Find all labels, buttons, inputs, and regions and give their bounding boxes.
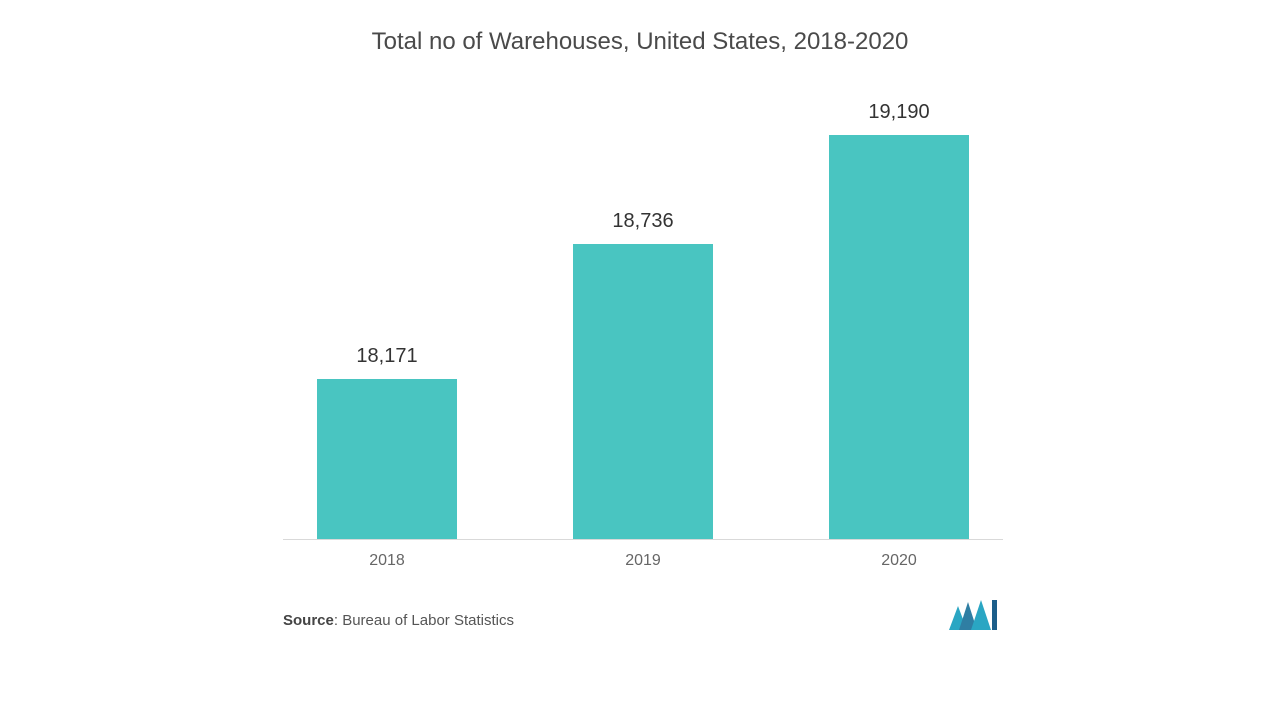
chart-title: Total no of Warehouses, United States, 2…	[0, 0, 1280, 56]
bar-value-label: 19,190	[829, 101, 969, 124]
source-attribution: Source: Bureau of Labor Statistics	[283, 612, 514, 629]
bar	[573, 244, 713, 539]
x-category-label: 2018	[317, 552, 457, 570]
source-text: Bureau of Labor Statistics	[342, 612, 514, 629]
x-category-label: 2019	[573, 552, 713, 570]
bar-value-label: 18,171	[317, 345, 457, 368]
chart-plot-area: 18,171201818,736201919,1902020	[283, 110, 1003, 540]
chart-container: Total no of Warehouses, United States, 2…	[0, 0, 1280, 720]
x-category-label: 2020	[829, 552, 969, 570]
bar	[829, 135, 969, 539]
x-axis-baseline	[283, 539, 1003, 540]
logo-icon	[949, 600, 997, 630]
brand-logo	[949, 600, 997, 635]
bar-value-label: 18,736	[573, 210, 713, 233]
bar	[317, 379, 457, 539]
source-prefix: Source	[283, 612, 334, 629]
